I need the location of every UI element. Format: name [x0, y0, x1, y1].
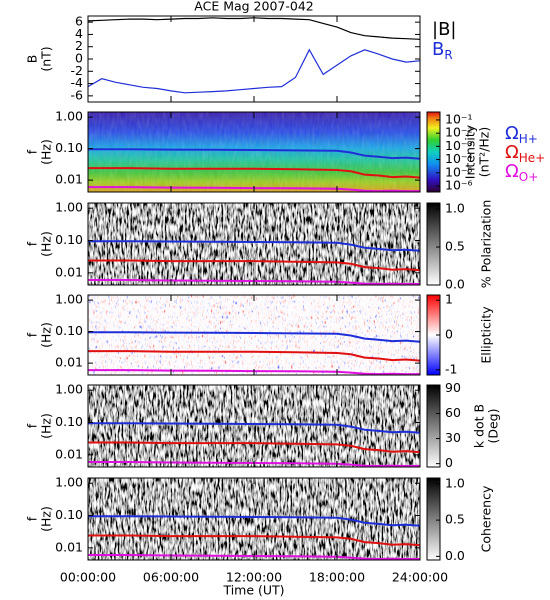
legend-entry: ΩO+ [505, 161, 538, 184]
y-tick-label: 2 [75, 38, 83, 53]
colorbar-tick-label: 0.5 [445, 239, 465, 254]
colorbar-label: k dot B [472, 404, 487, 448]
x-tick-label: 00:00:00 [60, 570, 116, 585]
colorbar-tick-label: 1 [445, 292, 453, 307]
y-tick-label: 0.10 [55, 140, 83, 155]
y-axis-label: (Hz) [39, 231, 54, 257]
y-tick-label: 0 [75, 51, 83, 66]
colorbar-label: Coherency [479, 485, 494, 552]
colorbar-label: (nT²/Hz) [477, 127, 492, 178]
colorbar [426, 477, 441, 561]
colorbar-tick-label: 60 [445, 405, 461, 420]
colorbar-tick-label: -1 [445, 361, 457, 376]
y-axis-label: f [25, 149, 40, 154]
y-tick-label: 0.10 [55, 232, 83, 247]
y-tick-label: 1.00 [55, 109, 83, 124]
colorbar-tick-label: 10⁻⁵ [445, 164, 473, 179]
y-axis-label: f [25, 241, 40, 246]
colorbar-tick-label: 90 [445, 380, 461, 395]
y-tick-label: 0.01 [55, 264, 83, 279]
series-line [88, 350, 421, 362]
spectrogram-background [88, 478, 420, 560]
y-tick-label: -6 [71, 87, 84, 102]
y-tick-label: 0.10 [55, 414, 83, 429]
series-line [88, 331, 421, 343]
colorbar-tick-label: 10⁻² [445, 125, 473, 140]
legend-entry: ΩH+ [505, 123, 538, 146]
y-axis-label: f [25, 423, 40, 428]
series-line [88, 422, 421, 434]
y-axis-label: (Hz) [39, 322, 54, 348]
y-axis-label: f [25, 332, 40, 337]
colorbar-label: Ellipticity [479, 306, 494, 364]
colorbar-tick-label: 10⁻⁶ [445, 177, 473, 192]
colorbar-label: % Polarization [479, 200, 494, 289]
colorbar-label: Intensity [463, 124, 478, 179]
y-tick-label: 4 [75, 26, 83, 41]
colorbar [426, 111, 441, 193]
y-tick-label: 0.01 [55, 172, 83, 187]
series-line [88, 534, 421, 547]
y-axis-label: (nT) [39, 46, 54, 71]
colorbar [426, 202, 441, 286]
y-tick-label: 1.00 [55, 475, 83, 490]
series-line [88, 240, 421, 252]
y-tick-label: 1.00 [55, 382, 83, 397]
x-tick-label: 18:00:00 [309, 570, 365, 585]
series-line [87, 48, 421, 94]
spectrogram-background [88, 385, 420, 467]
colorbar-tick-label: 30 [445, 430, 461, 445]
colorbar-tick-label: 10⁻⁴ [445, 151, 473, 166]
x-tick-label: 24:00:00 [392, 570, 448, 585]
colorbar-tick-label: 1.0 [445, 201, 465, 216]
colorbar-tick-label: 0.0 [445, 277, 465, 292]
colorbar-tick-label: 1.0 [445, 475, 465, 490]
series-line [88, 441, 421, 454]
y-tick-label: 6 [75, 14, 83, 29]
colorbar-tick-label: 0 [445, 455, 453, 470]
x-tick-label: 12:00:00 [226, 570, 282, 585]
legend-entry: |B| [432, 19, 456, 40]
y-axis-label: B [25, 55, 40, 64]
series-line [88, 148, 421, 160]
spectrogram-background [88, 203, 420, 285]
spectrogram-background [88, 295, 420, 375]
x-tick-label: 06:00:00 [143, 570, 199, 585]
y-tick-label: 0.10 [55, 323, 83, 338]
colorbar-tick-label: 0.0 [445, 548, 465, 563]
legend-entry: ΩHe+ [505, 142, 545, 165]
legend-entry: BR [432, 39, 453, 62]
y-tick-label: 0.01 [55, 539, 83, 554]
y-tick-label: 0.10 [55, 507, 83, 522]
series-line [88, 259, 421, 272]
y-tick-label: 1.00 [55, 292, 83, 307]
colorbar-tick-label: 10⁻³ [445, 138, 473, 153]
y-axis-label: (Hz) [39, 413, 54, 439]
colorbar [426, 384, 441, 468]
y-axis-label: f [25, 516, 40, 521]
series-line [88, 167, 421, 179]
x-axis-label: Time (UT) [222, 583, 284, 598]
colorbar-tick-label: 0.5 [445, 512, 465, 527]
y-axis-label: (Hz) [39, 139, 54, 165]
spectrogram-texture [88, 112, 420, 192]
y-tick-label: 0.01 [55, 446, 83, 461]
colorbar-tick-label: 10⁻¹ [445, 111, 473, 126]
y-tick-label: 0.01 [55, 355, 83, 370]
y-tick-label: -2 [71, 63, 83, 78]
chart-title: ACE Mag 2007-042 [194, 0, 313, 14]
series-line [88, 515, 421, 527]
colorbar-label: (Deg) [486, 408, 501, 443]
y-tick-label: -4 [71, 75, 84, 90]
y-axis-label: (Hz) [39, 506, 54, 532]
y-tick-label: 1.00 [55, 200, 83, 215]
colorbar-tick-label: 0 [445, 327, 453, 342]
